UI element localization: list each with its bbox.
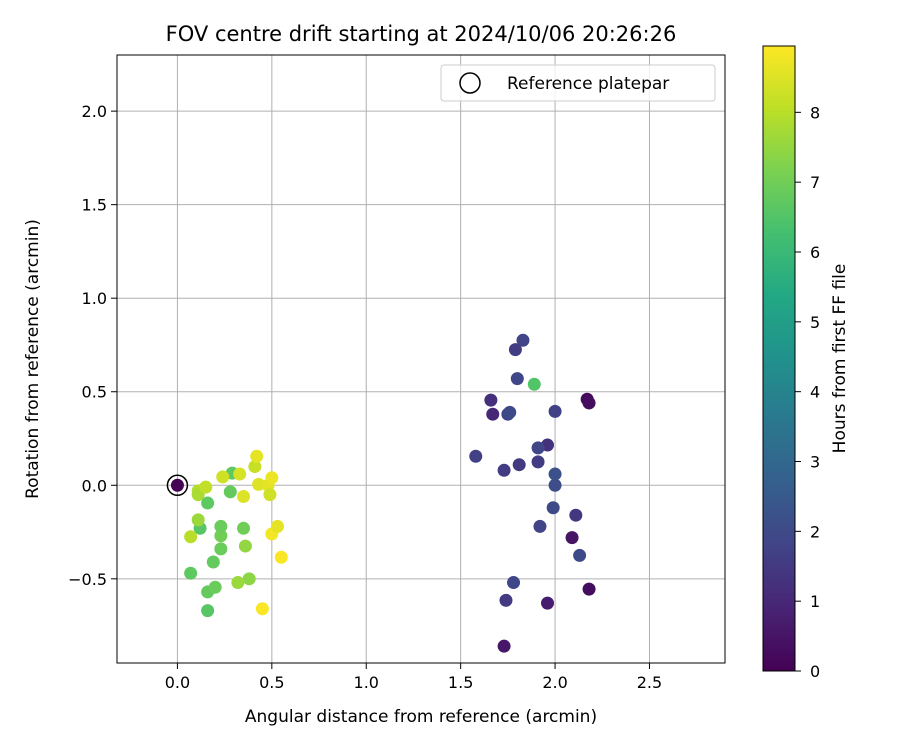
data-point <box>569 508 583 522</box>
data-point <box>531 441 545 455</box>
colorbar-tick-label: 7 <box>810 173 820 192</box>
y-tick-label: 1.0 <box>82 289 107 308</box>
data-point <box>541 596 555 610</box>
x-tick-label: 1.5 <box>448 673 473 692</box>
x-tick-label: 0.5 <box>259 673 284 692</box>
data-point <box>582 396 596 410</box>
y-tick-label: 2.0 <box>82 102 107 121</box>
y-tick-label: 0.0 <box>82 476 107 495</box>
data-point <box>199 480 213 494</box>
x-tick-label: 2.5 <box>637 673 662 692</box>
colorbar-ticks: 0 1 2 3 4 5 6 7 8 <box>795 103 820 681</box>
data-point <box>184 530 198 544</box>
plot-frame <box>116 54 726 664</box>
colorbar-label: Hours from first FF file <box>830 264 850 454</box>
x-tick-label: 1.0 <box>354 673 379 692</box>
data-point <box>201 496 215 510</box>
data-point <box>184 566 198 580</box>
data-point <box>214 542 228 556</box>
chart-title: FOV centre drift starting at 2024/10/06 … <box>166 22 677 46</box>
data-point <box>208 580 222 594</box>
colorbar-tick-label: 3 <box>810 453 820 472</box>
data-point <box>252 477 266 491</box>
data-point <box>565 531 579 545</box>
data-point <box>206 555 220 569</box>
legend-marker-reference <box>459 72 481 94</box>
grid-lines <box>117 55 725 663</box>
data-point <box>237 490 251 504</box>
data-point <box>507 576 521 590</box>
x-axis-label: Angular distance from reference (arcmin) <box>245 707 597 727</box>
data-point <box>497 639 511 653</box>
data-point <box>486 407 500 421</box>
colorbar-frame <box>762 45 796 672</box>
data-point <box>546 501 560 515</box>
data-point <box>531 455 545 469</box>
legend: Reference platepar <box>440 64 716 102</box>
y-tick-label: 0.5 <box>82 383 107 402</box>
data-point <box>516 333 530 347</box>
data-point <box>548 467 562 481</box>
data-point <box>573 548 587 562</box>
data-point <box>248 460 262 474</box>
data-point <box>499 593 513 607</box>
data-point <box>548 478 562 492</box>
data-point <box>265 471 279 485</box>
data-point <box>484 393 498 407</box>
data-point <box>214 519 228 533</box>
data-point <box>527 377 541 391</box>
data-points <box>166 333 596 653</box>
legend-box <box>440 64 716 102</box>
data-point <box>512 458 526 472</box>
data-point <box>497 463 511 477</box>
legend-label-reference: Reference platepar <box>507 74 669 94</box>
colorbar-tick-label: 1 <box>810 592 820 611</box>
colorbar-tick-label: 2 <box>810 522 820 541</box>
data-point <box>214 529 228 543</box>
data-point <box>263 488 277 502</box>
data-point <box>508 343 522 357</box>
colorbar-gradient <box>763 46 795 671</box>
colorbar-tick-label: 4 <box>810 383 820 402</box>
data-point <box>191 513 205 527</box>
y-tick-label: −0.5 <box>68 570 107 589</box>
data-point <box>533 519 547 533</box>
data-point <box>255 602 269 616</box>
data-point <box>238 539 252 553</box>
x-tick-label: 2.0 <box>542 673 567 692</box>
colorbar: 0 1 2 3 4 5 6 7 8 Hours from first FF file <box>762 45 850 681</box>
data-point <box>201 604 215 618</box>
data-point <box>270 519 284 533</box>
x-tick-label: 0.0 <box>165 673 190 692</box>
reference-marker <box>166 474 189 497</box>
colorbar-tick-label: 6 <box>810 243 820 262</box>
data-point <box>510 372 524 386</box>
data-point <box>503 405 517 419</box>
data-point <box>250 449 264 463</box>
data-point <box>216 470 230 484</box>
colorbar-tick-label: 8 <box>810 103 820 122</box>
data-point <box>231 576 245 590</box>
colorbar-tick-label: 5 <box>810 313 820 332</box>
y-axis-ticks: −0.5 0.0 0.5 1.0 1.5 2.0 <box>68 102 117 589</box>
y-tick-label: 1.5 <box>82 196 107 215</box>
data-point <box>233 467 247 481</box>
colorbar-tick-label: 0 <box>810 662 820 681</box>
data-point <box>170 478 184 492</box>
data-point <box>274 550 288 564</box>
data-point <box>223 485 237 499</box>
data-point <box>237 521 251 535</box>
data-point <box>582 582 596 596</box>
y-axis-label: Rotation from reference (arcmin) <box>23 219 43 499</box>
data-point <box>242 572 256 586</box>
data-point <box>469 449 483 463</box>
data-point <box>548 404 562 418</box>
x-axis-ticks: 0.0 0.5 1.0 1.5 2.0 2.5 <box>165 663 662 692</box>
